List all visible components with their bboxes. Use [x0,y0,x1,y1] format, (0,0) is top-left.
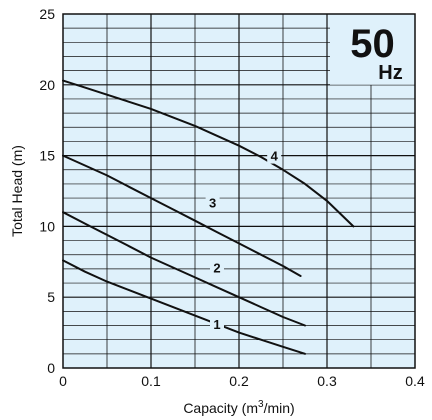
series-label-bg [210,316,224,333]
y-axis-title: Total Head (m) [9,145,25,237]
y-tick-label: 25 [39,6,55,22]
series-group: 1 2 3 4 [62,79,355,355]
badge-value: 50 [350,22,395,66]
y-tick-label: 15 [39,148,55,164]
x-axis-title-main: Capacity (m [183,400,258,416]
y-tick-label: 20 [39,77,55,93]
plot-frame [62,13,416,369]
series-line-1 [62,259,306,355]
y-tick-label: 5 [47,289,55,305]
badge-background [330,14,415,85]
x-axis-title-sup: 3 [258,399,264,410]
x-axis-title: Capacity (m3/min) [183,399,294,416]
series-line-2 [62,211,306,327]
series-line-3 [62,154,302,277]
x-tick-labels: 0 0.1 0.2 0.3 0.4 [59,373,425,389]
x-tick-label: 0 [59,373,67,389]
x-tick-label: 0.4 [405,373,425,389]
series-label-3: 3 [209,195,216,210]
series-label-bg [210,259,224,276]
x-tick-label: 0.3 [317,373,337,389]
series-line-4 [62,79,355,228]
y-tick-label: 10 [39,218,55,234]
y-tick-label: 0 [47,360,55,376]
frequency-badge: 50 Hz [330,14,415,85]
x-axis-title-end: /min) [264,400,295,416]
series-label-bg [205,194,220,211]
y-tick-labels: 0 5 10 15 20 25 [39,6,55,376]
series-label-1: 1 [213,317,220,332]
x-tick-label: 0.1 [141,373,161,389]
series-label-bg [267,147,282,164]
grid [63,14,415,368]
series-label-4: 4 [271,149,279,164]
badge-unit: Hz [378,62,402,84]
x-tick-label: 0.2 [229,373,249,389]
series-label-2: 2 [213,260,220,275]
